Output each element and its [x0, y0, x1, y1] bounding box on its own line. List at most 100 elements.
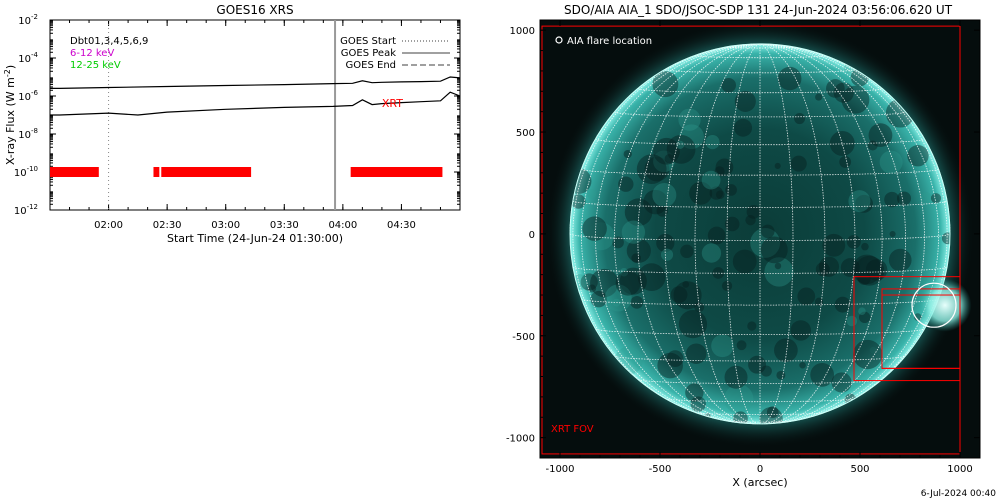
goes-x-axis-label: Start Time (24-Jun-24 01:30:00) — [167, 232, 343, 245]
solar-surface-patch — [701, 243, 722, 263]
solar-surface-patch — [858, 307, 866, 316]
solar-surface-patch — [615, 270, 641, 296]
solar-surface-patch — [822, 233, 846, 257]
solar-surface-patch — [678, 310, 708, 339]
xrt-coverage-bar — [50, 167, 99, 177]
goes-y-tick-label: 10-12 — [14, 203, 38, 217]
solar-surface-patch — [797, 287, 816, 306]
solar-surface-patch — [848, 190, 871, 213]
solar-surface-patch — [790, 320, 812, 341]
aia-x-tick-label: 0 — [757, 464, 763, 475]
solar-surface-patch — [656, 233, 675, 253]
solar-surface-patch — [721, 77, 737, 93]
xrt-coverage-bars — [50, 167, 443, 177]
solar-surface-patch — [707, 226, 726, 245]
solar-surface-patch — [636, 154, 667, 185]
xrt-fov-box — [541, 25, 961, 455]
solar-surface-patch — [868, 123, 893, 148]
solar-surface-patch — [626, 238, 651, 263]
goes-y-tick-label: 10-10 — [14, 165, 38, 179]
solar-surface-patch — [734, 118, 753, 137]
heliographic-longitude-line — [759, 43, 925, 424]
goes-legend-label: GOES End — [346, 60, 396, 71]
solar-surface-patch — [840, 258, 860, 277]
solar-surface-patch — [711, 334, 734, 358]
goes-y-tick-label: 10-8 — [18, 127, 38, 141]
aia-y-tick-label: 500 — [516, 128, 535, 139]
solar-surface-patch — [865, 259, 888, 281]
goes-y-tick-exponent: -4 — [31, 51, 39, 59]
solar-surface-patch — [714, 166, 725, 177]
solar-surface-patch — [705, 135, 720, 150]
aia-legend-label: AIA flare location — [567, 36, 652, 47]
goes-y-tick-base: 10 — [18, 54, 31, 65]
heliographic-longitude-line — [664, 43, 761, 425]
goes-y-tick-label: 10-2 — [18, 13, 38, 27]
xrt-coverage-bar — [153, 167, 160, 177]
aia-x-tick-label: -500 — [649, 464, 672, 475]
goes-y-tick-base: 10 — [18, 92, 31, 103]
heliographic-longitude-line — [759, 43, 939, 424]
solar-surface-patch — [623, 149, 632, 159]
solar-surface-patch — [685, 383, 704, 402]
solar-surface-patch — [724, 384, 754, 414]
goes-x-tick-label: 02:30 — [153, 220, 182, 231]
heliographic-longitude-line — [572, 43, 761, 421]
solar-surface-patch — [624, 198, 653, 226]
aia-y-axis-ticks: 1000 500 0 -500 -1000 — [506, 26, 980, 445]
solar-surface-patch — [855, 194, 873, 213]
solar-surface-patch — [746, 204, 761, 219]
solar-surface-patch — [920, 192, 932, 204]
goes-y-tick-exponent: -6 — [31, 89, 39, 97]
solar-surface-patch — [861, 242, 869, 251]
solar-surface-patch — [586, 222, 615, 251]
solar-surface-patch — [715, 158, 734, 177]
solar-surface-patch — [846, 315, 858, 327]
solar-surface-patch — [724, 216, 740, 232]
solar-surface-patch — [680, 244, 694, 259]
solar-surface-patch — [670, 286, 688, 304]
goes-y-tick-exponent: -8 — [31, 127, 38, 135]
heliographic-longitude-line — [759, 43, 906, 424]
solar-surface-patch — [810, 363, 835, 387]
goes-x-tick-label: 04:30 — [387, 220, 416, 231]
heliographic-latitude-line — [581, 298, 939, 306]
solar-surface-patch — [815, 93, 823, 101]
solar-surface-patch — [630, 296, 644, 309]
goes-x-tick-label: 03:30 — [270, 220, 299, 231]
solar-surface-patch — [736, 340, 747, 351]
heliographic-latitude-line — [614, 111, 906, 118]
solar-surface-patch — [637, 263, 666, 292]
aia-x-tick-label: 1000 — [947, 464, 972, 475]
solar-surface-patch — [759, 406, 783, 424]
solar-surface-patch — [750, 227, 781, 258]
xrt-fov-boxes — [541, 25, 961, 455]
solar-surface-patch — [907, 145, 929, 167]
solar-surface-patch — [656, 205, 669, 217]
solar-surface-patch — [777, 66, 802, 91]
aia-y-tick-label: 0 — [529, 230, 535, 241]
heliographic-longitude-line — [581, 43, 761, 424]
xrt-coverage-bar — [350, 167, 443, 177]
solar-surface-patch — [689, 181, 713, 205]
solar-surface-patch — [664, 154, 675, 164]
solar-surface-patch — [857, 271, 871, 285]
solar-surface-patch — [839, 155, 852, 168]
solar-surface-patch — [869, 346, 877, 354]
solar-surface-patch — [590, 290, 607, 308]
solar-surface-patch — [930, 193, 942, 204]
solar-surface-patch — [774, 262, 782, 270]
solar-surface-patch — [652, 183, 677, 208]
aia-x-axis-label: X (arcsec) — [732, 476, 787, 489]
solar-surface-patch — [889, 230, 896, 238]
goes-x-tick-label: 02:00 — [94, 220, 123, 231]
solar-surface-patch — [682, 281, 690, 288]
solar-surface-patch — [760, 365, 772, 377]
solar-surface-patch — [867, 140, 878, 151]
solar-surface-patch — [748, 355, 767, 374]
solar-surface-patch — [776, 370, 786, 380]
aia-x-tick-label: 500 — [850, 464, 869, 475]
solar-surface-patch — [913, 313, 922, 321]
